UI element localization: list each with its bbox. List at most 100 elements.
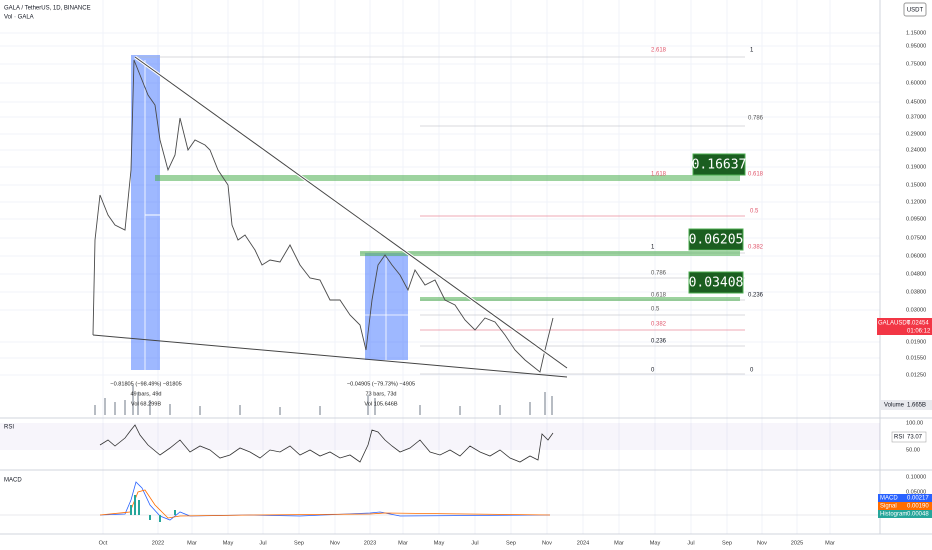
time-axis-label: Jul [687, 540, 694, 546]
price-axis-label: 0.15000 [906, 182, 926, 188]
time-axis-label: Jul [259, 540, 266, 546]
macd-legend-tag [878, 502, 932, 510]
time-axis-label: May [434, 540, 445, 546]
target-label: 0.06205 [689, 233, 744, 248]
rsi-tag-value: 73.07 [907, 435, 923, 441]
price-axis-label: 0.37000 [906, 114, 926, 120]
time-axis-label: 2025 [791, 540, 803, 546]
macd-legend-tag [878, 494, 932, 502]
volume-tag-label: Volume [884, 403, 905, 409]
rsi-title: RSI [4, 425, 14, 431]
macd-legend-value: 0.00190 [907, 504, 929, 510]
support-zone [360, 251, 740, 256]
fib-label: 0.618 [651, 293, 667, 299]
volume-bars [94, 385, 553, 415]
price-tag-countdown: 01:06:12 [907, 329, 931, 335]
macd-legend-name: Signal [880, 504, 897, 510]
measure-change: −0.81805 (−98.49%) −81805 [110, 381, 181, 387]
time-axis-label: Nov [757, 540, 767, 546]
fib-label: 1 [750, 48, 754, 54]
time-axis-label: Sep [294, 540, 304, 546]
macd-legend-name: Histogram [880, 512, 907, 518]
time-axis-label: Sep [506, 540, 516, 546]
fib-label: 1 [651, 245, 655, 251]
time-axis-label: Oct [99, 540, 108, 546]
target-box [692, 153, 746, 176]
price-axis-label: 0.07500 [906, 235, 926, 241]
target-label: 0.16637 [692, 158, 747, 173]
symbol-title: GALA / TetherUS, 1D, BINANCE [4, 6, 91, 12]
target-box [688, 228, 744, 251]
support-zone [420, 297, 740, 301]
price-tag [877, 318, 932, 335]
trendline [134, 56, 568, 369]
price-axis-label: 1.15000 [906, 30, 926, 36]
price-axis-label: 0.29000 [906, 131, 926, 137]
macd-line [99, 481, 551, 521]
time-axis-label: Mar [825, 540, 835, 546]
price-axis-label: 0.03800 [906, 289, 926, 295]
price-axis-label: 0.06000 [906, 253, 926, 259]
macd-axis-label: 0.05000 [906, 489, 926, 495]
measure-volume: Vol 105.646B [364, 401, 398, 407]
measure-change: −0.04905 (−79.73%) −4905 [347, 381, 415, 387]
macd-histogram [130, 495, 176, 522]
price-axis-label: 0.45000 [906, 99, 926, 105]
fib-label: 2.618 [651, 48, 667, 54]
time-axis-label: 2024 [577, 540, 589, 546]
time-axis: Oct 2022 Mar May Jul Sep Nov 2023 Mar May Jul Sep No… [99, 540, 835, 546]
fib-label: 0.618 [748, 172, 764, 178]
rsi-tag-name: RSI [894, 435, 904, 441]
fib-label: 0.382 [651, 322, 667, 328]
measure-bars: 49 bars, 49d [130, 391, 161, 397]
rsi-band [0, 423, 880, 450]
time-axis-label: Mar [187, 540, 197, 546]
time-axis-label: May [650, 540, 661, 546]
price-tag-symbol: GALAUSDT [878, 321, 911, 327]
time-axis-label: Mar [614, 540, 624, 546]
price-axis-label: 0.19000 [906, 164, 926, 170]
currency-button[interactable] [903, 2, 927, 17]
measure-box [131, 55, 160, 370]
time-axis-label: Mar [398, 540, 408, 546]
time-axis-label: Nov [330, 540, 340, 546]
macd-legend-value: 0.00217 [907, 496, 929, 502]
rsi-axis-label: 50.00 [906, 447, 920, 453]
volume-tag [881, 400, 932, 410]
macd-title: MACD [4, 478, 22, 484]
fib-label: 0.786 [748, 116, 764, 122]
price-axis: 1.15000 0.95000 0.75000 0.60000 0.45000 0.370… [906, 30, 926, 378]
currency[interactable]: USDT [907, 8, 924, 14]
rsi-axis-label: 100.00 [906, 420, 923, 426]
target-label: 0.03408 [689, 276, 744, 291]
time-axis-label: 2022 [152, 540, 164, 546]
price-series [92, 59, 554, 373]
price-axis-label: 0.60000 [906, 80, 926, 86]
price-axis-label: 0.95000 [906, 43, 926, 49]
trendline [92, 334, 568, 378]
macd-legend-tag [878, 510, 932, 518]
macd-legend-name: MACD [880, 496, 898, 502]
volume-tag-value: 1.665B [907, 403, 926, 409]
target-box [688, 271, 744, 294]
fib-label: 0.786 [651, 271, 667, 277]
measure-box [365, 253, 408, 360]
time-axis-label: 2023 [364, 540, 376, 546]
fib-label: 0 [750, 368, 754, 374]
measure-volume: Vol 68.299B [131, 401, 161, 407]
price-axis-label: 0.01900 [906, 339, 926, 345]
rsi-line [99, 424, 554, 463]
fib-label: 0.236 [651, 339, 667, 345]
price-axis-label: 0.24000 [906, 147, 926, 153]
volume-title: Vol · GALA [4, 15, 34, 21]
price-axis-label: 0.12000 [906, 199, 926, 205]
fib-label: 0.382 [748, 245, 764, 251]
price-axis-label: 0.75000 [906, 61, 926, 67]
price-axis-label: 0.01550 [906, 355, 926, 361]
support-zone [155, 175, 740, 181]
time-axis-label: Jul [471, 540, 478, 546]
fib-label: 0.5 [651, 307, 660, 313]
